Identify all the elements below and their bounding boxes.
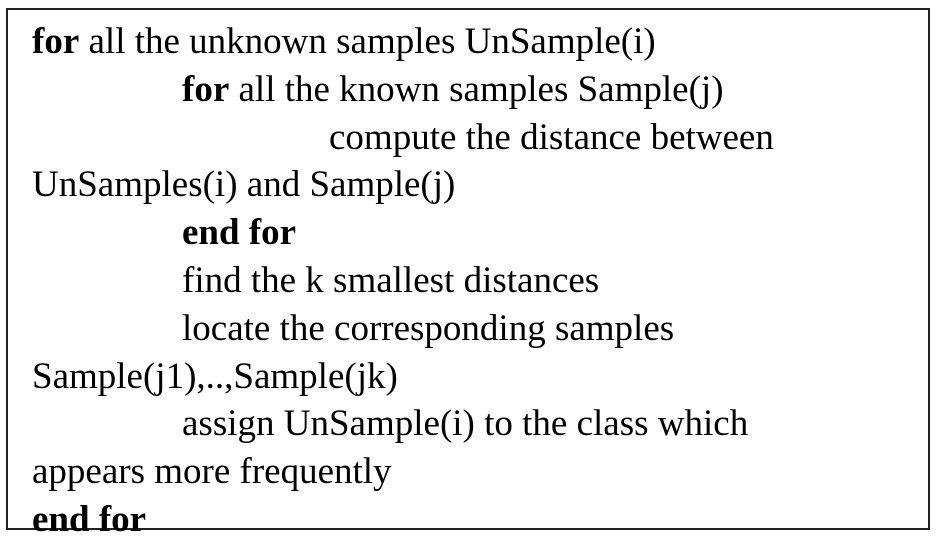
line-text: all the known samples Sample(j) [229, 68, 724, 110]
algorithm-line-8: Sample(j1),..,Sample(jk) [32, 353, 928, 401]
line-text: compute the distance between [329, 116, 774, 158]
line-text: all the unknown samples UnSample(i) [79, 21, 656, 62]
keyword-for: for [182, 68, 230, 110]
algorithm-line-10: appears more frequently [32, 448, 928, 496]
algorithm-line-1: for all the unknown samples UnSample(i) [32, 18, 928, 66]
algorithm-line-11: end for [32, 496, 928, 544]
line-text: assign UnSample(i) to the class which [182, 403, 749, 445]
line-text: Sample(j1),..,Sample(jk) [32, 355, 398, 397]
algorithm-line-9: assign UnSample(i) to the class which [32, 400, 928, 448]
algorithm-line-3: compute the distance between [32, 114, 928, 162]
line-text: find the k smallest distances [182, 259, 600, 301]
line-text: locate the corresponding samples [182, 307, 675, 349]
keyword-end-for: end for [182, 212, 297, 254]
algorithm-line-5: end for [32, 209, 928, 257]
keyword-end-for: end for [32, 498, 147, 540]
algorithm-box: for all the unknown samples UnSample(i) … [6, 8, 930, 540]
algorithm-line-2: for all the known samples Sample(j) [32, 66, 928, 114]
algorithm-line-4: UnSamples(i) and Sample(j) [32, 161, 928, 209]
keyword-for: for [32, 21, 80, 62]
algorithm-line-6: find the k smallest distances [32, 257, 928, 305]
algorithm-line-7: locate the corresponding samples [32, 305, 928, 353]
line-text: appears more frequently [32, 451, 392, 493]
line-text: UnSamples(i) and Sample(j) [32, 164, 456, 206]
